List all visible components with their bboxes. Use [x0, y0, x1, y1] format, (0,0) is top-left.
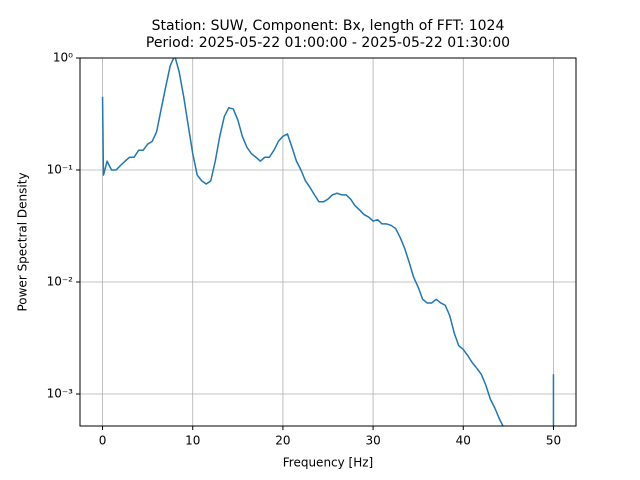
plot-area: [101, 58, 555, 426]
y-tick-label: 10⁻²: [47, 275, 74, 289]
chart-title: Station: SUW, Component: Bx, length of F…: [152, 18, 505, 34]
x-tick-label: 0: [99, 434, 107, 448]
y-tick-label: 10⁻³: [47, 387, 74, 401]
x-tick-label: 50: [546, 434, 561, 448]
x-tick-label: 20: [275, 434, 290, 448]
chart-subtitle: Period: 2025-05-22 01:00:00 - 2025-05-22…: [146, 35, 510, 51]
x-tick-label: 10: [185, 434, 200, 448]
axes-frame: [79, 57, 577, 427]
x-axis-label: Frequency [Hz]: [283, 456, 374, 470]
y-tick-label: 10⁰: [53, 51, 73, 65]
x-tick-label: 30: [365, 434, 380, 448]
y-tick-label: 10⁻¹: [47, 163, 74, 177]
grid: [80, 57, 576, 426]
y-axis-label: Power Spectral Density: [16, 172, 30, 311]
x-tick-label: 40: [456, 434, 471, 448]
spectrum-line: [101, 58, 555, 426]
